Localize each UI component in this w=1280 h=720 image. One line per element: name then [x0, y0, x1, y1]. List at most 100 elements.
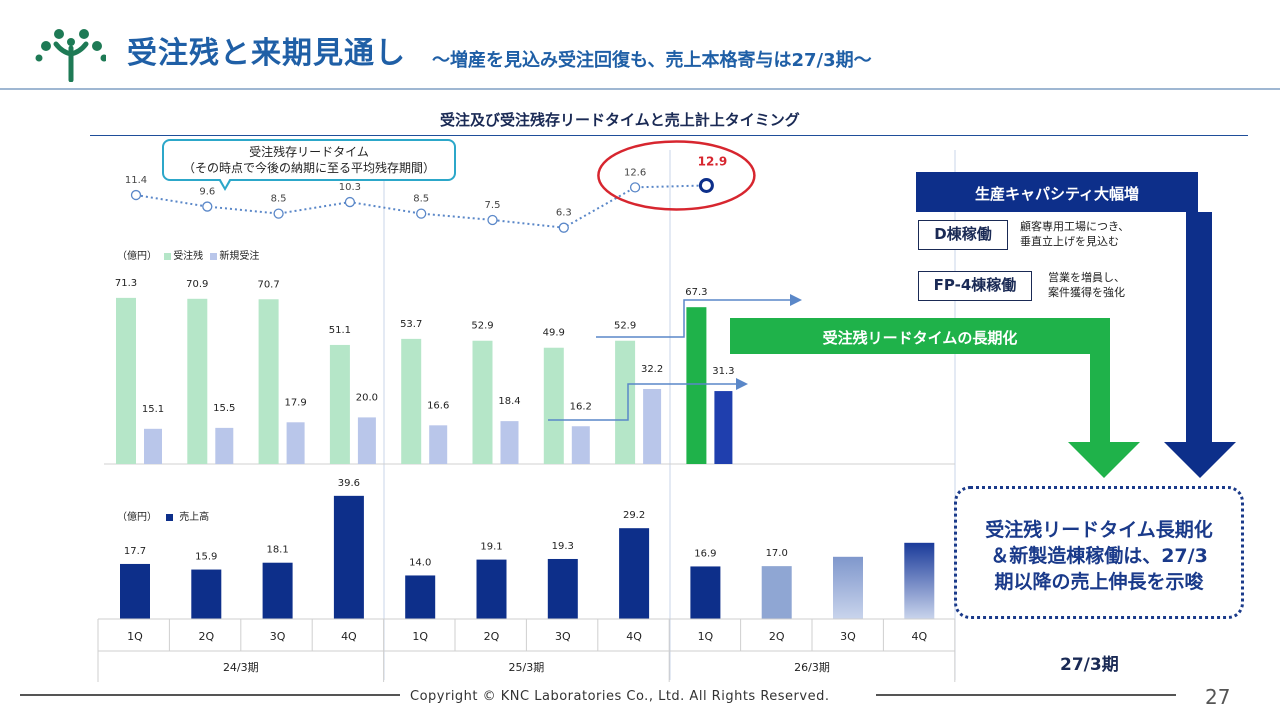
leadtime-arrow-shaft — [1090, 354, 1110, 444]
new-orders-bar — [357, 417, 376, 464]
new-orders-value-label: 15.5 — [213, 403, 235, 414]
leadtime-label: 受注残リードタイムの長期化 — [822, 329, 1018, 347]
callout-line1: 受注残存リードタイム — [249, 145, 369, 159]
summary-line2: ＆新製造棟稼働は、27/3 — [990, 545, 1208, 567]
sales-bar — [262, 562, 293, 619]
highlight-ring — [597, 140, 756, 211]
backlog-value-label: 67.3 — [685, 287, 707, 298]
new-orders-value-label: 32.2 — [641, 364, 663, 375]
new-orders-value-label: 31.3 — [712, 366, 734, 377]
fp4-building-desc: 営業を増員し、 案件獲得を強化 — [1048, 270, 1125, 300]
backlog-bar — [543, 347, 564, 464]
header-divider — [0, 88, 1280, 90]
d-building-box: D棟稼働 — [918, 220, 1008, 250]
legend-swatch-sales — [166, 513, 174, 521]
sales-value-label: 14.0 — [409, 557, 431, 568]
company-logo — [35, 29, 106, 82]
page-subtitle: ～増産を見込み受注回復も、売上本格寄与は27/3期～ — [432, 50, 872, 71]
new-orders-value-label: 16.2 — [570, 401, 592, 412]
quarter-tick-label: 1Q — [127, 630, 143, 643]
leadtime-value-label: 7.5 — [485, 200, 501, 211]
legend-swatch-new-orders — [210, 252, 218, 260]
sales-forecast-bar — [761, 566, 792, 619]
new-orders-bar — [286, 422, 305, 464]
fp4-building-desc-line1: 営業を増員し、 — [1048, 271, 1125, 284]
callout-line2: （その時点で今後の納期に至る平均残存期間） — [182, 161, 435, 175]
new-orders-bar — [429, 425, 448, 464]
legend-swatch-backlog — [164, 252, 172, 260]
sales-bar — [333, 495, 364, 619]
chart-title-divider — [90, 135, 1248, 136]
capacity-arrow-shaft — [1186, 212, 1212, 444]
sales-bar — [120, 563, 150, 619]
quarter-tick-label: 1Q — [412, 630, 428, 643]
backlog-bar — [615, 340, 636, 464]
copyright-text: Copyright © KNC Laboratories Co., Ltd. A… — [410, 689, 830, 704]
backlog-bar — [686, 307, 707, 464]
backlog-value-label: 70.7 — [257, 279, 279, 290]
quarter-tick-label: 2Q — [484, 630, 500, 643]
quarter-tick-label: 2Q — [769, 630, 785, 643]
new-orders-bar — [571, 426, 590, 464]
backlog-bar — [258, 299, 279, 464]
fiscal-period-label: 26/3期 — [794, 661, 830, 674]
backlog-value-label: 52.9 — [614, 321, 636, 332]
new-orders-value-label: 18.4 — [498, 396, 520, 407]
fiscal-period-label: 25/3期 — [509, 661, 545, 674]
new-orders-value-label: 20.0 — [356, 392, 378, 403]
sales-value-label: 19.1 — [480, 542, 502, 553]
sales-bar — [405, 575, 436, 619]
leadtime-point — [273, 208, 284, 219]
capacity-band — [916, 172, 1198, 212]
leadtime-point — [202, 201, 213, 212]
leadtime-callout: 受注残存リードタイム （その時点で今後の納期に至る平均残存期間） — [162, 139, 456, 181]
quarter-tick-label: 3Q — [840, 630, 856, 643]
sales-value-label: 18.1 — [266, 545, 288, 556]
leadtime-value-label: 10.3 — [339, 182, 361, 193]
callout-tail-fill — [220, 178, 230, 187]
sales-forecast-bar — [904, 542, 935, 619]
leadtime-point — [629, 182, 641, 193]
quarter-tick-label: 1Q — [698, 630, 714, 643]
new-orders-bar — [500, 421, 519, 464]
d-building-desc-line1: 顧客専用工場につき、 — [1020, 220, 1130, 233]
backlog-bar — [329, 344, 350, 464]
backlog-value-label: 52.9 — [471, 321, 493, 332]
backlog-value-label: 71.3 — [115, 278, 137, 289]
sales-value-label: 17.7 — [124, 546, 146, 557]
sales-value-label: 39.6 — [338, 478, 360, 489]
leadtime-line — [135, 184, 707, 229]
summary-line1: 受注残リードタイム長期化 — [985, 519, 1213, 541]
sales-value-label: 15.9 — [195, 552, 217, 563]
leadtime-value-label: 12.9 — [698, 154, 728, 168]
leadtime-arrow-head — [1068, 442, 1140, 478]
sales-value-label: 19.3 — [552, 541, 574, 552]
sales-bar — [191, 569, 222, 619]
quarter-tick-label: 2Q — [198, 630, 214, 643]
backlog-bar — [187, 298, 208, 464]
new-orders-bar — [643, 388, 662, 464]
sales-bar — [690, 566, 721, 619]
sales-bar — [619, 528, 650, 619]
leadtime-value-label: 8.5 — [413, 194, 429, 205]
backlog-value-label: 49.9 — [543, 328, 565, 339]
backlog-bar — [116, 297, 136, 464]
quarter-tick-label: 4Q — [626, 630, 642, 643]
leadtime-point — [416, 208, 427, 219]
leadtime-point — [344, 196, 356, 208]
backlog-connector-arrow — [596, 299, 790, 338]
leadtime-band — [730, 318, 1110, 354]
leadtime-point — [558, 222, 569, 233]
leadtime-point — [487, 214, 498, 226]
sales-value-label: 16.9 — [694, 548, 716, 559]
period-27-3-label: 27/3期 — [1060, 655, 1119, 675]
quarter-tick-label: 3Q — [270, 630, 286, 643]
quarter-tick-label: 4Q — [341, 630, 357, 643]
new-orders-bar — [714, 391, 733, 464]
backlog-value-label: 51.1 — [329, 325, 351, 336]
capacity-arrow-head — [1164, 442, 1236, 478]
d-building-desc-line2: 垂直立上げを見込む — [1020, 235, 1119, 248]
new-orders-connector-arrowhead — [736, 378, 748, 390]
legend-new-orders-label: 新規受注 — [219, 251, 260, 262]
